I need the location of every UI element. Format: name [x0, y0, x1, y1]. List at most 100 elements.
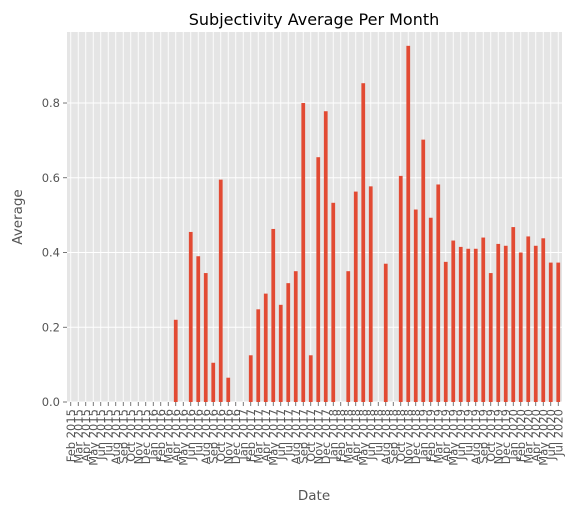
bar	[398, 175, 403, 402]
x-tick-label: Sep 2016	[206, 409, 220, 464]
y-tick-label: 0.8	[42, 96, 60, 110]
bar	[278, 304, 283, 402]
x-tick-label: Apr 2015	[79, 409, 93, 462]
y-tick-label: 0.4	[42, 246, 60, 260]
x-tick-label: Nov 2016	[221, 409, 235, 464]
x-tick-label: Nov 2019	[491, 409, 505, 464]
bar	[451, 240, 456, 402]
bar	[406, 45, 411, 403]
x-tick-label: Dec 2017	[319, 409, 333, 464]
bar	[331, 202, 336, 402]
x-tick-label: Nov 2018	[401, 409, 415, 464]
x-tick-label: Feb 2018	[334, 409, 348, 462]
bar	[248, 355, 253, 402]
bar	[301, 103, 306, 402]
x-tick-label: May 2015	[86, 409, 100, 466]
bar	[466, 248, 471, 402]
bar	[383, 263, 388, 402]
x-tick-label: Nov 2015	[131, 409, 145, 464]
x-tick-label: Feb 2020	[514, 409, 528, 462]
bar	[488, 273, 493, 402]
bar	[421, 139, 426, 403]
bar	[443, 261, 448, 402]
x-tick-label: May 2016	[176, 409, 190, 466]
x-tick-label: Mar 2019	[431, 409, 445, 464]
x-tick-label: Oct 2017	[304, 409, 318, 462]
x-tick-label: Jan 2020	[506, 409, 520, 461]
bar	[368, 186, 373, 402]
x-tick-label: Jun 2015	[94, 409, 108, 461]
y-tick-label: 0.2	[42, 320, 60, 334]
x-tick-label: Jan 2017	[236, 409, 250, 461]
y-axis-label: Average	[10, 189, 26, 244]
x-tick-label: May 2019	[446, 409, 460, 466]
x-tick-label: Jan 2018	[326, 409, 340, 461]
y-axis-ticks: 0.0 0.2 0.4 0.6 0.8	[42, 96, 67, 409]
bar	[226, 377, 231, 402]
x-tick-label: Feb 2017	[244, 409, 258, 462]
x-tick-label: Dec 2019	[499, 409, 513, 464]
x-tick-label: Mar 2020	[521, 409, 535, 464]
x-tick-label: Jan 2016	[146, 409, 160, 461]
bar	[263, 293, 268, 402]
plot-background	[67, 32, 562, 402]
x-tick-label: Jul 2015	[101, 409, 115, 457]
x-tick-label: Jan 2019	[416, 409, 430, 461]
x-tick-label: Oct 2016	[214, 409, 228, 462]
y-tick-label: 0.0	[42, 395, 60, 409]
bar	[173, 319, 178, 402]
x-tick-label: Apr 2018	[349, 409, 363, 462]
x-tick-label: Jul 2016	[191, 409, 205, 457]
x-tick-label: Feb 2015	[64, 409, 78, 462]
bar	[481, 237, 486, 402]
bar	[533, 245, 538, 402]
x-tick-label: May 2018	[356, 409, 370, 466]
bar	[196, 256, 201, 402]
bar	[346, 271, 351, 402]
x-tick-label: Oct 2015	[124, 409, 138, 462]
bar	[541, 238, 546, 402]
x-tick-label: Aug 2019	[469, 409, 483, 464]
x-tick-label: Jul 2019	[461, 409, 475, 457]
bar	[511, 227, 516, 402]
x-tick-label: Sep 2015	[116, 409, 130, 464]
x-tick-label: Mar 2017	[251, 409, 265, 464]
x-tick-label: May 2020	[536, 409, 550, 466]
bar	[496, 243, 501, 402]
bar	[361, 83, 366, 402]
bar	[256, 309, 261, 402]
x-tick-label: Apr 2017	[259, 409, 273, 462]
bar	[556, 262, 561, 402]
x-tick-label: Aug 2017	[289, 409, 303, 464]
x-tick-label: Dec 2015	[139, 409, 153, 464]
x-tick-label: Apr 2020	[529, 409, 543, 462]
x-tick-label: Feb 2016	[154, 409, 168, 462]
bar	[218, 179, 223, 402]
bar	[548, 262, 553, 402]
x-tick-label: Jul 2018	[371, 409, 385, 457]
bar	[286, 283, 291, 402]
bar	[211, 362, 216, 402]
x-tick-label: Aug 2018	[379, 409, 393, 464]
x-tick-label: Feb 2019	[424, 409, 438, 462]
x-tick-label: May 2017	[266, 409, 280, 466]
bar	[271, 228, 276, 402]
bar	[458, 246, 463, 402]
bar	[518, 252, 523, 402]
bars	[173, 45, 561, 403]
x-tick-label: Jun 2016	[184, 409, 198, 461]
bar	[413, 209, 418, 402]
x-tick-label: Oct 2018	[394, 409, 408, 462]
x-tick-label: Jun 2018	[364, 409, 378, 461]
x-tick-label: Oct 2019	[484, 409, 498, 462]
x-tick-label: Sep 2018	[386, 409, 400, 464]
x-tick-label: Mar 2015	[71, 409, 85, 464]
bar	[323, 111, 328, 402]
x-tick-label: Sep 2017	[296, 409, 310, 464]
bar	[203, 273, 208, 402]
x-tick-label: Dec 2018	[409, 409, 423, 464]
x-tick-label: Mar 2018	[341, 409, 355, 464]
chart-title: Subjectivity Average Per Month	[189, 10, 440, 29]
